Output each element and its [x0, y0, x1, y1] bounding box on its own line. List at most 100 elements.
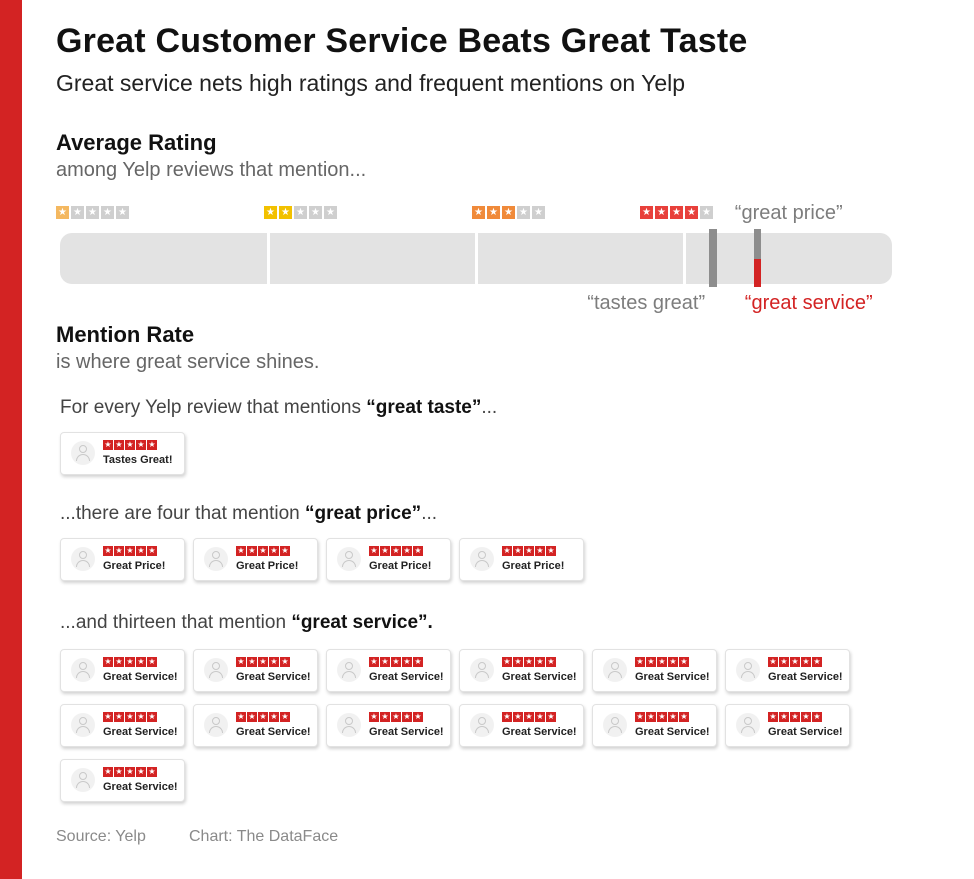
- star-icon: ★: [391, 546, 401, 556]
- brand-side-bar: [0, 0, 22, 879]
- star-tick-star: ★: [700, 206, 713, 219]
- rating-marker-1: [753, 229, 761, 259]
- star-icon: ★: [147, 767, 157, 777]
- review-card: ★ ★ ★ ★ ★ Great Service!: [60, 649, 185, 692]
- review-card-text: Great Price!: [236, 560, 299, 572]
- track-divider: [267, 233, 270, 284]
- lead-taste-bold: “great taste”: [366, 397, 482, 418]
- star-icon: ★: [114, 767, 124, 777]
- five-star-rating: ★ ★ ★ ★ ★: [236, 712, 290, 722]
- rating-marker-2: [753, 259, 761, 287]
- user-avatar-icon: [204, 547, 228, 571]
- review-card: ★ ★ ★ ★ ★ Great Service!: [193, 649, 318, 692]
- five-star-rating: ★ ★ ★ ★ ★: [103, 440, 157, 450]
- chart-title: Great Customer Service Beats Great Taste: [56, 22, 748, 60]
- five-star-rating: ★ ★ ★ ★ ★: [768, 657, 822, 667]
- review-card: ★ ★ ★ ★ ★ Great Service!: [459, 649, 584, 692]
- star-icon: ★: [668, 712, 678, 722]
- star-icon: ★: [280, 546, 290, 556]
- star-icon: ★: [413, 546, 423, 556]
- review-card-text: Great Service!: [236, 726, 311, 738]
- star-icon: ★: [269, 546, 279, 556]
- five-star-rating: ★ ★ ★ ★ ★: [635, 712, 689, 722]
- user-avatar-icon: [71, 713, 95, 737]
- star-icon: ★: [546, 657, 556, 667]
- five-star-rating: ★ ★ ★ ★ ★: [103, 767, 157, 777]
- review-card-text: Great Service!: [635, 671, 710, 683]
- review-card-text: Tastes Great!: [103, 454, 173, 466]
- star-icon: ★: [768, 712, 778, 722]
- star-icon: ★: [125, 546, 135, 556]
- star-icon: ★: [103, 440, 113, 450]
- star-icon: ★: [258, 546, 268, 556]
- star-icon: ★: [103, 712, 113, 722]
- star-icon: ★: [114, 712, 124, 722]
- star-icon: ★: [236, 546, 246, 556]
- mention-subheading: is where great service shines.: [56, 351, 320, 373]
- star-icon: ★: [646, 712, 656, 722]
- star-tick-star: ★: [517, 206, 530, 219]
- star-icon: ★: [125, 440, 135, 450]
- lead-price-bold: “great price”: [305, 503, 422, 524]
- review-card: ★ ★ ★ ★ ★ Great Service!: [193, 704, 318, 747]
- five-star-rating: ★ ★ ★ ★ ★: [236, 657, 290, 667]
- lead-taste-suffix: ...: [481, 397, 498, 418]
- lead-great-service: ...and thirteen that mention “great serv…: [60, 612, 433, 634]
- review-card: ★ ★ ★ ★ ★ Great Service!: [326, 649, 451, 692]
- user-avatar-icon: [204, 713, 228, 737]
- star-icon: ★: [779, 712, 789, 722]
- star-tick-star: ★: [472, 206, 485, 219]
- review-card: ★ ★ ★ ★ ★ Great Service!: [725, 704, 850, 747]
- star-tick-2: ★ ★ ★ ★ ★: [264, 206, 337, 219]
- lead-price-suffix: ...: [421, 503, 438, 524]
- review-card: ★ ★ ★ ★ ★ Great Service!: [326, 704, 451, 747]
- star-tick-star: ★: [101, 206, 114, 219]
- star-icon: ★: [147, 546, 157, 556]
- five-star-rating: ★ ★ ★ ★ ★: [768, 712, 822, 722]
- star-icon: ★: [258, 657, 268, 667]
- star-icon: ★: [369, 657, 379, 667]
- review-card-text: Great Service!: [103, 671, 178, 683]
- rating-marker-label: “tastes great”: [587, 292, 706, 314]
- user-avatar-icon: [736, 658, 760, 682]
- star-icon: ★: [790, 657, 800, 667]
- star-icon: ★: [280, 657, 290, 667]
- star-tick-star: ★: [670, 206, 683, 219]
- star-icon: ★: [535, 657, 545, 667]
- star-icon: ★: [502, 712, 512, 722]
- star-tick-star: ★: [279, 206, 292, 219]
- rating-marker-0: [709, 229, 718, 287]
- star-icon: ★: [657, 712, 667, 722]
- star-tick-1: ★ ★ ★ ★ ★: [56, 206, 129, 219]
- taste-card-grid: ★ ★ ★ ★ ★ Tastes Great!: [60, 432, 850, 475]
- star-icon: ★: [513, 657, 523, 667]
- lead-service-prefix: ...and thirteen that mention: [60, 612, 292, 633]
- user-avatar-icon: [71, 547, 95, 571]
- review-card-text: Great Service!: [635, 726, 710, 738]
- star-icon: ★: [402, 712, 412, 722]
- star-icon: ★: [546, 712, 556, 722]
- star-icon: ★: [646, 657, 656, 667]
- star-icon: ★: [391, 712, 401, 722]
- footer-source: Source: Yelp: [56, 828, 146, 845]
- star-icon: ★: [247, 546, 257, 556]
- lead-great-taste: For every Yelp review that mentions “gre…: [60, 397, 497, 419]
- user-avatar-icon: [470, 658, 494, 682]
- user-avatar-icon: [204, 658, 228, 682]
- review-card-text: Great Service!: [369, 671, 444, 683]
- star-icon: ★: [391, 657, 401, 667]
- review-card: ★ ★ ★ ★ ★ Great Price!: [60, 538, 185, 581]
- five-star-rating: ★ ★ ★ ★ ★: [502, 712, 556, 722]
- star-icon: ★: [136, 767, 146, 777]
- footer-credit: Chart: The DataFace: [189, 828, 339, 845]
- star-icon: ★: [236, 712, 246, 722]
- star-icon: ★: [812, 712, 822, 722]
- rating-track: [60, 233, 892, 284]
- star-icon: ★: [380, 546, 390, 556]
- star-icon: ★: [801, 657, 811, 667]
- star-tick-star: ★: [685, 206, 698, 219]
- star-icon: ★: [502, 657, 512, 667]
- star-icon: ★: [125, 657, 135, 667]
- star-icon: ★: [801, 712, 811, 722]
- star-icon: ★: [524, 712, 534, 722]
